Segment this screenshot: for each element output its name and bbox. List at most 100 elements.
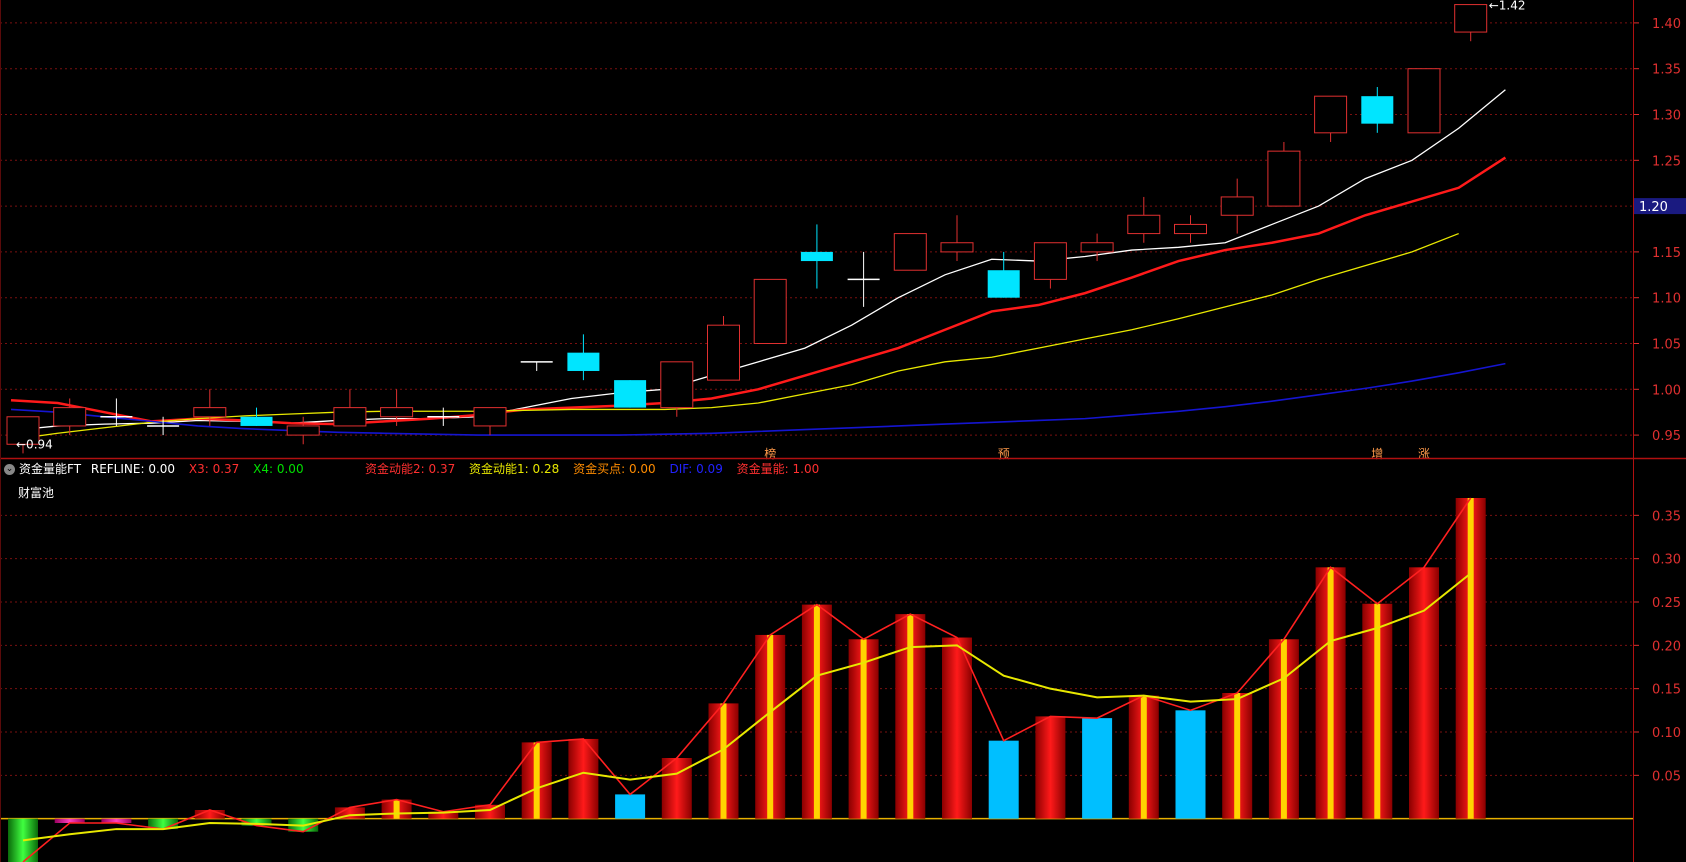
candle-body [1314,95,1348,134]
indicator-bar [475,804,505,819]
moving-average-line [10,362,1506,436]
candle-body [940,242,974,253]
indicator-bar [148,818,179,830]
price-tick-label: 1.15 [1652,246,1681,261]
candle-body [1454,4,1488,33]
moving-average-line [10,89,1506,432]
current-price-label: 1.20 [1639,200,1668,215]
indicator-line [22,497,1472,862]
candle-body [707,324,740,381]
indicator-inner-bar [1374,603,1381,819]
indicator-inner-bar [1327,567,1334,819]
indicator-inner-bar [1467,498,1474,819]
wealth-pool-label: 财富池 [18,486,55,500]
indicator-bar [1082,718,1113,819]
candle-body [660,361,694,409]
indicator-tick-label: 0.05 [1652,769,1681,784]
legend-momentum2: 资金动能2: 0.37 [365,462,456,476]
candle-body [1267,150,1301,207]
indicator-bar [428,811,459,819]
indicator-bar [1035,716,1066,819]
indicator-inner-bar [860,639,867,819]
moving-average-lines [10,89,1507,441]
indicator-tick-label: 0.30 [1652,553,1681,568]
indicator-bars [8,498,1486,862]
indicator-bar [101,818,132,823]
candle-body [333,407,367,427]
event-marker-box [996,446,1011,460]
candle-body [1407,68,1441,134]
legend-momentum1: 资金动能1: 0.28 [469,462,560,476]
indicator-tick-label: 0.35 [1652,509,1681,524]
candle-body [53,407,87,427]
candle-body [753,278,787,345]
legend-x3: X3: 0.37 [188,462,240,476]
indicator-inner-bar [720,703,727,819]
candle-body [1174,223,1207,235]
indicator-bar [988,740,1019,819]
indicator-inner-bar [1280,639,1287,819]
candle-body [286,425,320,436]
indicator-bar [1175,710,1206,819]
legend-dif: DIF: 0.09 [669,462,723,476]
candle-body [1033,242,1067,280]
indicator-inner-bar [907,614,914,819]
indicator-bar [568,738,599,819]
indicator-legend-2: 资金动能2: 0.37 资金动能1: 0.28 资金买点: 0.00 DIF: … [365,460,829,477]
candle-body [1080,242,1114,253]
indicator-bar [1409,567,1439,819]
candle-body [380,407,414,418]
legend-buy-point: 资金买点: 0.00 [573,462,656,476]
indicator-lines [22,497,1472,862]
candle-body [473,407,507,427]
indicator-tick-label: 0.15 [1652,683,1681,698]
indicator-bar [241,818,272,826]
indicator-inner-bar [393,799,400,819]
indicator-bar [615,794,646,819]
candle-body [800,251,833,262]
candle-body [893,233,927,271]
candle-body [614,380,647,408]
candle-body [240,416,273,426]
event-marker: 预 [998,447,1010,461]
indicator-line [22,572,1472,842]
indicator-name: 资金量能FT [19,462,82,476]
price-tick-label: 1.10 [1652,292,1681,307]
event-marker-box [1417,446,1431,460]
candlesticks: ←1.42 ←0.94 [6,0,1526,454]
high-price-label: ←1.42 [1489,0,1526,13]
candle-body [1361,96,1394,124]
indicator-tick-label: 0.10 [1652,726,1681,741]
indicator-bar [334,807,365,819]
event-marker: 增 [1371,447,1383,461]
candle-body [567,352,600,371]
event-markers: 榜预增涨 [763,446,1431,461]
indicator-tick-label: 0.25 [1652,596,1681,611]
price-tick-label: 1.25 [1652,154,1681,169]
indicator-bar [942,637,972,819]
indicator-inner-bar [813,604,820,819]
low-price-label: ←0.94 [16,437,53,451]
price-tick-label: 0.95 [1652,429,1681,444]
candle-body [1127,214,1161,235]
event-marker-box [763,446,778,460]
price-tick-label: 1.40 [1652,17,1681,32]
candle-body [193,407,227,418]
current-price-tag [1634,198,1686,215]
price-tick-label: 1.05 [1652,338,1681,353]
chevron-down-icon[interactable]: ⌄ [4,464,15,475]
price-tick-label: 1.35 [1652,63,1681,78]
legend-volume-energy: 资金量能: 1.00 [736,462,820,476]
indicator-inner-bar [1140,695,1147,819]
event-marker-box [1370,446,1385,460]
event-marker: 榜 [764,446,776,461]
price-y-axis: 0.95 1.00 1.05 1.10 1.15 1.20 1.25 1.30 1.35 1.40… [1633,17,1686,444]
indicator-inner-bar [767,634,774,819]
indicator-inner-bar [1234,693,1241,819]
price-tick-label: 1.30 [1652,109,1681,124]
indicator-y-axis: 0.05 0.10 0.15 0.20 0.25 0.30 0.35 [1633,509,1681,784]
candle-body [1220,196,1254,216]
legend-x4: X4: 0.00 [253,462,304,476]
price-tick-label: 1.00 [1652,383,1681,398]
